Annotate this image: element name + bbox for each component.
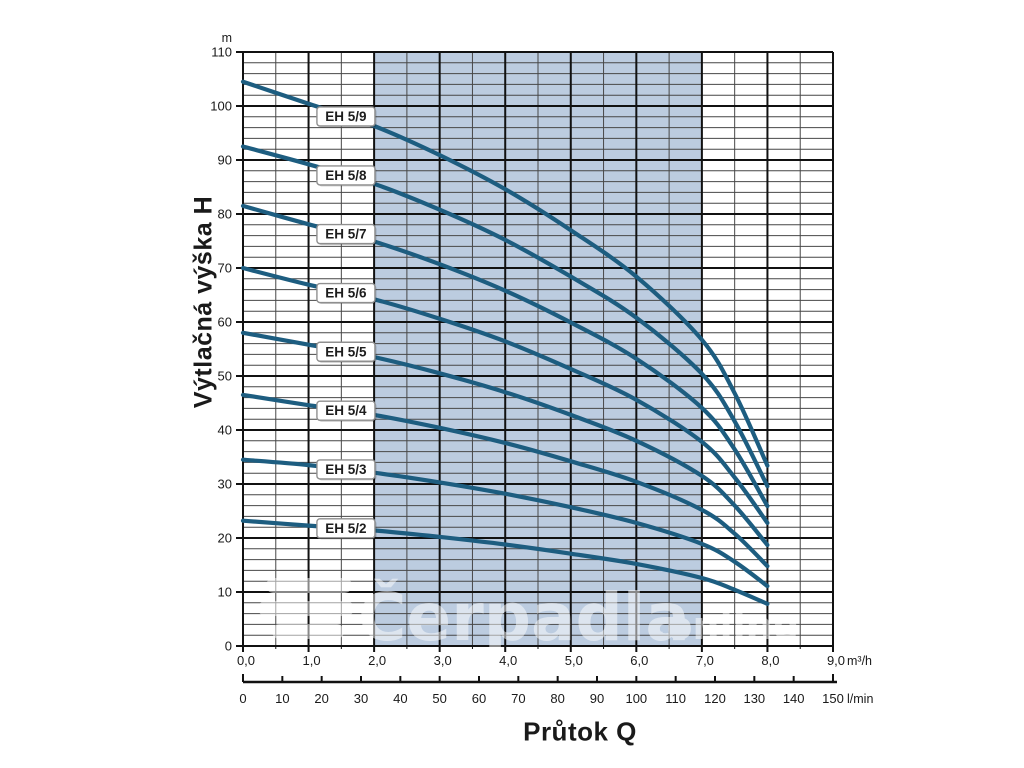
svg-text:20: 20 [314, 691, 328, 706]
svg-text:80: 80 [550, 691, 564, 706]
svg-text:20: 20 [218, 531, 232, 546]
watermark-text-suffix: .online [652, 604, 798, 648]
svg-text:0,0: 0,0 [237, 653, 255, 668]
curve-label: EH 5/5 [316, 341, 377, 363]
svg-text:150: 150 [822, 691, 844, 706]
svg-text:9,0: 9,0 [827, 653, 845, 668]
watermark: Čerpadla.online [258, 578, 798, 656]
svg-text:90: 90 [590, 691, 604, 706]
svg-text:50: 50 [432, 691, 446, 706]
svg-text:1,0: 1,0 [303, 653, 321, 668]
svg-text:50: 50 [218, 369, 232, 384]
svg-text:EH 5/9: EH 5/9 [325, 109, 366, 124]
svg-text:7,0: 7,0 [696, 653, 714, 668]
svg-text:60: 60 [472, 691, 486, 706]
svg-text:l/min: l/min [847, 692, 873, 706]
svg-text:4,0: 4,0 [499, 653, 517, 668]
svg-text:5,0: 5,0 [565, 653, 583, 668]
svg-text:90: 90 [218, 153, 232, 168]
svg-text:80: 80 [218, 207, 232, 222]
svg-text:10: 10 [275, 691, 289, 706]
svg-text:6,0: 6,0 [630, 653, 648, 668]
svg-text:110: 110 [665, 691, 686, 706]
svg-text:m³/h: m³/h [847, 654, 872, 668]
svg-text:m: m [222, 31, 232, 45]
svg-text:EH 5/5: EH 5/5 [325, 344, 367, 359]
svg-text:EH 5/6: EH 5/6 [325, 286, 367, 301]
svg-text:10: 10 [218, 585, 232, 600]
svg-text:3,0: 3,0 [434, 653, 452, 668]
curve-label: EH 5/3 [316, 459, 377, 481]
svg-text:30: 30 [354, 691, 368, 706]
svg-text:EH 5/3: EH 5/3 [325, 462, 367, 477]
waves-logo-icon [258, 578, 354, 639]
curve-label: EH 5/7 [316, 223, 377, 246]
svg-text:30: 30 [218, 477, 232, 492]
x-axis-title: Průtok Q [523, 716, 637, 747]
svg-text:EH 5/8: EH 5/8 [325, 168, 367, 183]
svg-text:130: 130 [743, 691, 765, 706]
svg-text:0: 0 [239, 691, 246, 706]
svg-text:EH 5/2: EH 5/2 [325, 521, 366, 536]
y-axis-title: Výtlačná výška H [189, 195, 218, 409]
svg-text:40: 40 [393, 691, 407, 706]
axis-ticks [236, 51, 834, 652]
svg-text:70: 70 [511, 691, 525, 706]
curve-label: EH 5/2 [316, 518, 377, 540]
svg-text:110: 110 [211, 45, 232, 60]
curve-label: EH 5/4 [316, 400, 377, 422]
watermark-text-main: Čerpadla [358, 579, 690, 656]
svg-text:2,0: 2,0 [368, 653, 386, 668]
curve-label: EH 5/6 [316, 282, 377, 305]
x-axis-lmin-scale: 0 10 20 30 40 50 60 70 80 90 100 110 120 130 140 150 l/m… [239, 674, 873, 706]
curve-labels: EH 5/9 EH 5/8 EH 5/7 EH 5/6 EH 5/5 EH 5/4 EH 5… [316, 106, 377, 540]
svg-text:60: 60 [218, 315, 232, 330]
svg-text:40: 40 [218, 423, 232, 438]
svg-text:70: 70 [218, 261, 232, 276]
svg-text:EH 5/7: EH 5/7 [325, 227, 366, 242]
svg-text:140: 140 [783, 691, 805, 706]
svg-text:EH 5/4: EH 5/4 [325, 403, 367, 418]
svg-text:100: 100 [210, 99, 232, 114]
curve-label: EH 5/8 [316, 165, 377, 187]
svg-text:120: 120 [704, 691, 726, 706]
svg-text:8,0: 8,0 [761, 653, 779, 668]
svg-text:100: 100 [625, 691, 647, 706]
curve-label: EH 5/9 [316, 106, 377, 128]
svg-text:0: 0 [225, 639, 232, 654]
